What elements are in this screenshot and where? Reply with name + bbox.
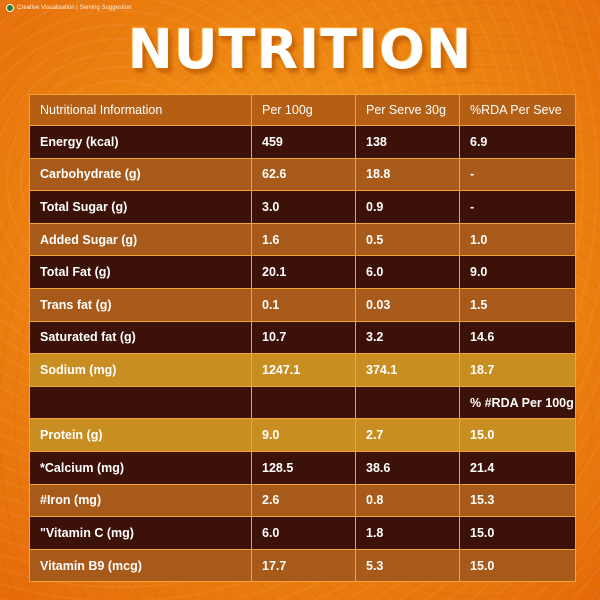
per-serve-cell: 3.2 — [355, 320, 460, 355]
nutrient-name-cell: Total Fat (g) — [29, 255, 252, 289]
per-100g-cell: 1247.1 — [251, 353, 356, 387]
nutrition-table: Nutritional Information Per 100g Per Ser… — [29, 94, 576, 583]
rda-cell: 15.0 — [459, 418, 576, 452]
rda-cell: 15.3 — [459, 483, 576, 518]
table-row: Energy (kcal) 459 138 6.9 — [29, 125, 576, 159]
table-row: Saturated fat (g) 10.7 3.2 14.6 — [29, 320, 576, 355]
rda-cell: 1.5 — [459, 287, 576, 322]
nutrient-name-cell: Sodium (mg) — [29, 353, 252, 387]
nutrient-name-cell — [29, 385, 252, 420]
per-serve-cell: 0.8 — [355, 483, 460, 518]
table-row: Added Sugar (g) 1.6 0.5 1.0 — [29, 222, 576, 257]
table-row: Total Sugar (g) 3.0 0.9- — [29, 190, 576, 224]
table-row: % #RDA Per 100g — [29, 385, 576, 420]
table-row: Vitamin B9 (mcg) 17.7 5.3 15.0 — [29, 548, 576, 583]
rda-cell: 15.0 — [459, 548, 576, 583]
table-row: Carbohydrate (g) 62.6 18.8- — [29, 157, 576, 192]
header-per-100g: Per 100g — [251, 94, 356, 126]
per-serve-cell: 1.8 — [355, 516, 460, 550]
table-row: *Calcium (mg) 128.5 38.6 21.4 — [29, 450, 576, 485]
per-100g-cell: 62.6 — [251, 157, 356, 192]
header-per-serve: Per Serve 30g — [355, 94, 460, 126]
per-serve-cell: 38.6 — [355, 450, 460, 485]
per-serve-cell: 6.0 — [355, 255, 460, 289]
table-row: Protein (g) 9.0 2.7 15.0 — [29, 418, 576, 452]
table-row: Total Fat (g) 20.1 6.0 9.0 — [29, 255, 576, 289]
nutrient-name-cell: Trans fat (g) — [29, 287, 252, 322]
green-dot-icon — [6, 4, 14, 12]
per-100g-cell: 17.7 — [251, 548, 356, 583]
header-nutritional-information: Nutritional Information — [29, 94, 252, 126]
per-100g-cell: 9.0 — [251, 418, 356, 452]
per-100g-cell: 2.6 — [251, 483, 356, 518]
per-serve-cell: 0.03 — [355, 287, 460, 322]
per-serve-cell: 2.7 — [355, 418, 460, 452]
per-serve-cell: 18.8 — [355, 157, 460, 192]
header-rda: %RDA Per Seve — [459, 94, 576, 126]
table-row: Trans fat (g) 0.1 0.03 1.5 — [29, 287, 576, 322]
rda-cell: - — [459, 157, 576, 192]
rda-cell: 18.7 — [459, 353, 576, 387]
per-serve-cell: 138 — [355, 125, 460, 159]
rda-cell: 6.9 — [459, 125, 576, 159]
table-row: Sodium (mg) 1247.1 374.1 18.7 — [29, 353, 576, 387]
per-serve-cell: 5.3 — [355, 548, 460, 583]
rda-cell: % #RDA Per 100g — [459, 385, 576, 420]
top-note: Creative Visualisation | Serving Suggest… — [6, 4, 132, 12]
per-100g-cell: 128.5 — [251, 450, 356, 485]
per-100g-cell — [251, 385, 356, 420]
per-100g-cell: 3.0 — [251, 190, 356, 224]
rda-cell: 15.0 — [459, 516, 576, 550]
per-100g-cell: 0.1 — [251, 287, 356, 322]
nutrient-name-cell: *Calcium (mg) — [29, 450, 252, 485]
table-header-row: Nutritional Information Per 100g Per Ser… — [29, 94, 576, 126]
nutrient-name-cell: "Vitamin C (mg) — [29, 516, 252, 550]
table-row: #Iron (mg) 2.6 0.8 15.3 — [29, 483, 576, 518]
rda-cell: 1.0 — [459, 222, 576, 257]
per-100g-cell: 20.1 — [251, 255, 356, 289]
per-serve-cell — [355, 385, 460, 420]
per-100g-cell: 6.0 — [251, 516, 356, 550]
nutrient-name-cell: Carbohydrate (g) — [29, 157, 252, 192]
nutrient-name-cell: Added Sugar (g) — [29, 222, 252, 257]
rda-cell: 14.6 — [459, 320, 576, 355]
nutrient-name-cell: Saturated fat (g) — [29, 320, 252, 355]
nutrient-name-cell: #Iron (mg) — [29, 483, 252, 518]
per-100g-cell: 10.7 — [251, 320, 356, 355]
per-100g-cell: 459 — [251, 125, 356, 159]
nutrient-name-cell: Protein (g) — [29, 418, 252, 452]
rda-cell: 21.4 — [459, 450, 576, 485]
page-title: NUTRITION — [127, 18, 473, 81]
per-serve-cell: 0.5 — [355, 222, 460, 257]
rda-cell: - — [459, 190, 576, 224]
table-row: "Vitamin C (mg) 6.0 1.8 15.0 — [29, 516, 576, 550]
nutrient-name-cell: Total Sugar (g) — [29, 190, 252, 224]
per-serve-cell: 374.1 — [355, 353, 460, 387]
per-serve-cell: 0.9 — [355, 190, 460, 224]
rda-cell: 9.0 — [459, 255, 576, 289]
nutrient-name-cell: Energy (kcal) — [29, 125, 252, 159]
top-note-text: Creative Visualisation | Serving Suggest… — [17, 5, 132, 11]
per-100g-cell: 1.6 — [251, 222, 356, 257]
nutrient-name-cell: Vitamin B9 (mcg) — [29, 548, 252, 583]
